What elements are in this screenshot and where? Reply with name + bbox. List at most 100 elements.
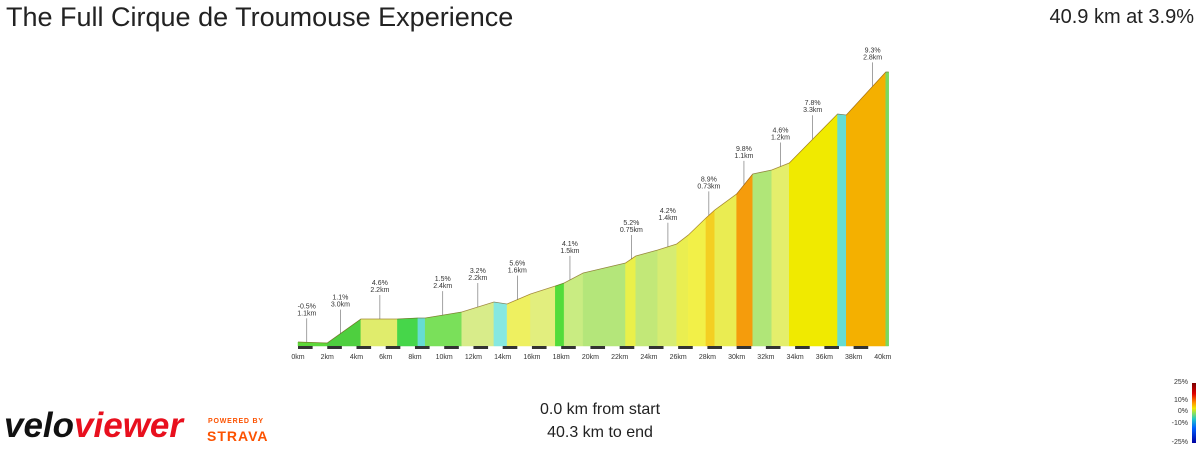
x-tick-label: 40km bbox=[874, 354, 891, 361]
profile-segment-6 bbox=[461, 301, 495, 347]
annotation-grade-13: 9.3% bbox=[865, 47, 881, 54]
profile-segment-14 bbox=[635, 249, 658, 347]
annotation-grade-4: 3.2% bbox=[470, 268, 486, 275]
distance-to-end: 40.3 km to end bbox=[547, 424, 653, 441]
annotation-grade-3: 1.5% bbox=[435, 276, 451, 283]
km-bar-30 bbox=[736, 346, 752, 349]
km-bar-18 bbox=[561, 346, 576, 349]
x-tick-label: 4km bbox=[350, 354, 363, 361]
x-tick-label: 22km bbox=[611, 354, 628, 361]
annotation-length-7: 0.75km bbox=[620, 227, 643, 234]
x-tick-label: 36km bbox=[816, 354, 833, 361]
annotation-length-13: 2.8km bbox=[863, 54, 882, 61]
x-tick-label: 16km bbox=[523, 354, 540, 361]
profile-segment-7 bbox=[493, 301, 508, 347]
km-bar-38 bbox=[853, 346, 869, 349]
profile-segment-26 bbox=[885, 71, 889, 347]
profile-segment-11 bbox=[563, 272, 584, 347]
profile-segment-20 bbox=[736, 173, 753, 347]
x-tick-label: 26km bbox=[670, 354, 687, 361]
profile-segment-24 bbox=[837, 113, 847, 347]
km-bar-24 bbox=[648, 346, 664, 349]
km-bar-4 bbox=[356, 346, 372, 349]
profile-segment-4 bbox=[417, 317, 426, 347]
x-tick-label: 32km bbox=[757, 354, 774, 361]
km-bar-0 bbox=[298, 346, 313, 349]
elevation-profile-chart[interactable]: 0km 2km 4km 6km 8km 10km 12km 14km 16km 18km 20km 2… bbox=[0, 0, 1200, 380]
km-bar-6 bbox=[385, 346, 401, 349]
km-bar-36 bbox=[824, 346, 839, 349]
annotation-grade-0: -0.5% bbox=[298, 303, 316, 310]
veloviewer-logo[interactable]: veloviewer bbox=[4, 402, 194, 448]
annotation-grade-1: 1.1% bbox=[332, 295, 348, 302]
profile-segment-8 bbox=[506, 293, 531, 347]
x-tick-label: 38km bbox=[845, 354, 862, 361]
x-tick-label: 28km bbox=[699, 354, 716, 361]
profile-segment-23 bbox=[789, 113, 838, 347]
distance-from-start: 0.0 km from start bbox=[539, 401, 661, 418]
km-bar-26 bbox=[678, 346, 693, 349]
x-tick-label: 6km bbox=[379, 354, 392, 361]
km-bar-32 bbox=[765, 346, 781, 349]
profile-segment-22 bbox=[771, 162, 790, 347]
annotation-length-5: 1.6km bbox=[508, 268, 527, 275]
profile-segment-9 bbox=[530, 285, 556, 347]
km-bar-16 bbox=[531, 346, 547, 349]
annotation-length-2: 2.2km bbox=[370, 287, 389, 294]
annotation-grade-10: 9.8% bbox=[736, 146, 752, 153]
gradient-color-scale bbox=[1192, 383, 1196, 443]
km-bar-2 bbox=[327, 346, 342, 349]
scale-label-10: 10% bbox=[1173, 397, 1188, 404]
annotation-length-3: 2.4km bbox=[433, 283, 452, 290]
annotation-length-4: 2.2km bbox=[468, 275, 487, 282]
km-bar-34 bbox=[795, 346, 810, 349]
profile-segment-2 bbox=[360, 318, 398, 347]
annotation-length-12: 3.3km bbox=[803, 107, 822, 114]
profile-segment-17 bbox=[688, 217, 707, 347]
km-bar-20 bbox=[590, 346, 606, 349]
annotation-length-6: 1.5km bbox=[560, 248, 579, 255]
x-tick-label: 18km bbox=[553, 354, 570, 361]
profile-segment-21 bbox=[752, 169, 772, 347]
x-tick-label: 8km bbox=[408, 354, 421, 361]
annotation-grade-6: 4.1% bbox=[562, 241, 578, 248]
x-tick-label: 14km bbox=[494, 354, 511, 361]
strava-logo[interactable]: STRAVA bbox=[207, 428, 269, 444]
x-tick-label: 10km bbox=[436, 354, 453, 361]
x-tick-label: 0km bbox=[291, 354, 304, 361]
profile-segment-15 bbox=[657, 243, 677, 347]
annotation-length-0: 1.1km bbox=[297, 310, 316, 317]
x-tick-label: 20km bbox=[582, 354, 599, 361]
annotation-grade-7: 5.2% bbox=[623, 220, 639, 227]
profile-segment-3 bbox=[397, 317, 419, 347]
annotation-grade-8: 4.2% bbox=[660, 208, 676, 215]
annotation-grade-2: 4.6% bbox=[372, 280, 388, 287]
x-tick-label: 24km bbox=[640, 354, 657, 361]
scale-label-minus10: -10% bbox=[1171, 420, 1188, 427]
svg-text:veloviewer: veloviewer bbox=[4, 406, 185, 445]
km-bar-10 bbox=[444, 346, 459, 349]
profile-segment-13 bbox=[625, 255, 636, 347]
scale-label-minus25: -25% bbox=[1171, 439, 1188, 446]
route-summary: 40.9 km at 3.9% bbox=[1049, 6, 1194, 28]
x-tick-label: 34km bbox=[787, 354, 804, 361]
profile-segment-16 bbox=[676, 234, 689, 347]
annotation-grade-5: 5.6% bbox=[509, 261, 525, 268]
profile-segment-12 bbox=[582, 262, 626, 347]
scale-label-0: 0% bbox=[1177, 408, 1188, 415]
annotation-length-9: 0.73km bbox=[697, 183, 720, 190]
km-bar-8 bbox=[414, 346, 430, 349]
km-bar-12 bbox=[473, 346, 489, 349]
profile-segment-10 bbox=[555, 282, 565, 347]
x-tick-label: 30km bbox=[728, 354, 745, 361]
page-title: The Full Cirque de Troumouse Experience bbox=[6, 2, 514, 32]
km-bar-22 bbox=[619, 346, 635, 349]
powered-by-label: POWERED BY bbox=[208, 418, 264, 425]
annotation-length-11: 1.2km bbox=[771, 135, 790, 142]
scale-label-25: 25% bbox=[1173, 379, 1188, 386]
annotation-grade-11: 4.6% bbox=[773, 128, 789, 135]
profile-segment-18 bbox=[705, 209, 715, 347]
profile-segment-19 bbox=[714, 193, 737, 347]
x-tick-label: 12km bbox=[465, 354, 482, 361]
annotation-grade-12: 7.8% bbox=[805, 100, 821, 107]
